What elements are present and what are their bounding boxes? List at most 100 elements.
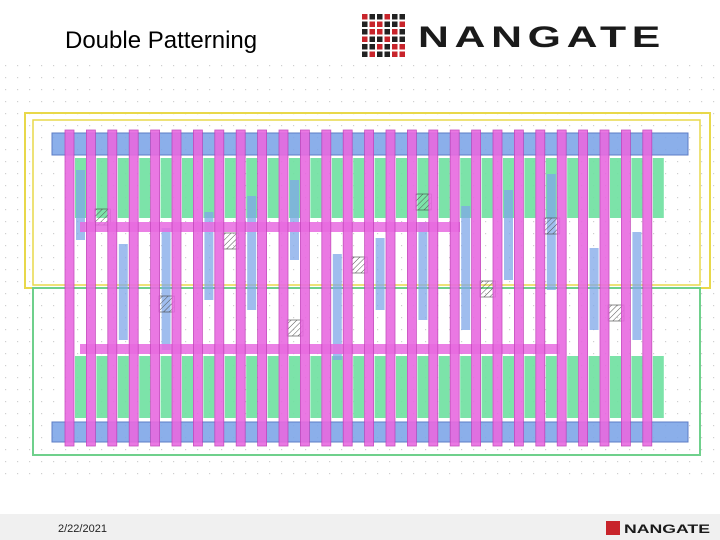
logo-square [399,21,405,27]
logo-square [384,44,390,50]
diffusion [117,158,129,218]
diffusion [374,356,386,418]
poly-gate [492,129,503,447]
metal [418,222,428,320]
metal [632,232,642,340]
diffusion [117,356,129,418]
diffusion [588,158,600,218]
diffusion [567,356,579,418]
poly-gate [150,129,161,447]
poly-gate [535,129,546,447]
logo-square [369,36,375,42]
diffusion [139,356,151,418]
logo-square [377,14,383,20]
logo-square [377,36,383,42]
poly-gate [64,129,75,447]
metal [76,170,85,240]
diffusion [481,356,493,418]
poly-horizontal [80,222,460,232]
logo-text: NANGATE [418,21,666,54]
logo-square [362,51,368,57]
diffusion [96,158,108,218]
logo-square [362,36,368,42]
poly-gate [428,129,439,447]
diffusion [545,356,557,418]
poly-horizontal [80,344,560,354]
poly-gate [128,129,139,447]
diffusion [438,356,450,418]
poly-gate [214,129,225,447]
diffusion [631,158,643,218]
diffusion [374,158,386,218]
diffusion [567,158,579,218]
diffusion [224,158,236,218]
metal [204,212,214,300]
poly-gate [471,129,482,447]
poly-gate [599,129,610,447]
poly-gate [364,129,375,447]
metal [332,254,342,360]
poly-gate [556,129,567,447]
diffusion [267,356,279,418]
logo-square [399,14,405,20]
diffusion [331,158,343,218]
logo-square [399,51,405,57]
logo-square [377,29,383,35]
poly-gate [299,129,310,447]
logo-square [384,36,390,42]
logo-square [369,29,375,35]
diffusion [331,356,343,418]
diffusion [631,356,643,418]
diffusion [417,158,429,218]
poly-gate [578,129,588,447]
metal [247,196,257,310]
logo-square [369,44,375,50]
diffusion [267,158,279,218]
poly-gate [342,129,353,447]
diffusion [203,158,215,218]
diffusion [524,158,536,218]
diffusion [396,356,407,418]
logo-square [399,44,405,50]
diffusion [139,158,151,218]
diffusion [503,158,514,218]
poly-gate [171,129,182,447]
diffusion [524,356,536,418]
poly-gate [385,129,396,447]
footer-date: 2/22/2021 [58,523,107,535]
diffusion [203,356,215,418]
layout-view [24,112,711,456]
logo-square [377,21,383,27]
diffusion [481,158,493,218]
diffusion [75,356,86,418]
diffusion [396,158,407,218]
diffusion [353,158,365,218]
diffusion [224,356,236,418]
diffusion [460,158,472,218]
diffusion [289,356,300,418]
logo-square [369,51,375,57]
logo-square [392,51,398,57]
logo-square [362,44,368,50]
logo-square [384,14,390,20]
footer-logo-text: NANGATE [624,522,710,536]
logo-square [377,51,383,57]
poly-gate [514,129,524,447]
logo-square [384,21,390,27]
poly-gate [321,129,332,447]
poly-gate [449,129,460,447]
slide-title: Double Patterning [65,27,257,54]
logo-square [362,14,368,20]
poly-gate [642,129,653,447]
logo-square [399,36,405,42]
diffusion [460,356,472,418]
logo-square [392,14,398,20]
diffusion [652,356,664,418]
diffusion [96,356,108,418]
metal [375,238,385,310]
diffusion [588,356,600,418]
logo-square [384,51,390,57]
diffusion [310,356,322,418]
